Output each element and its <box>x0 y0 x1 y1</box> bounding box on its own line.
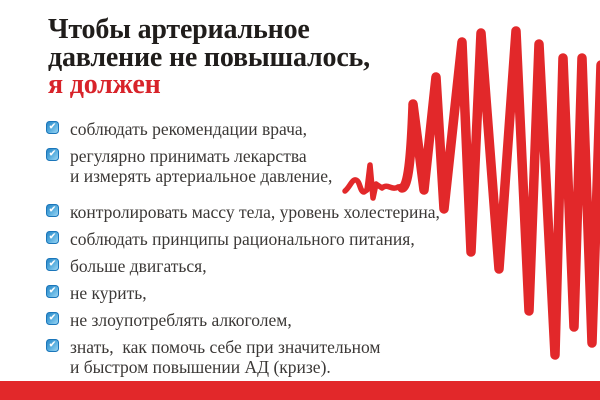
checklist-item-text: не курить, <box>70 283 147 303</box>
checklist-item-text: контролировать массу тела, уровень холес… <box>70 202 440 222</box>
checkmark-icon: ✔ <box>48 313 57 323</box>
checkmark-icon: ✔ <box>48 259 57 269</box>
title-line-2: давление не повышалось, <box>48 41 370 73</box>
checklist-item-line: и быстром повышении АД (кризе). <box>70 357 331 377</box>
checklist-item-line: знать, как помочь себе при значительном <box>70 337 381 357</box>
checklist-item: ✔ контролировать массу тела, уровень хол… <box>46 202 466 222</box>
checkmark-icon: ✔ <box>48 122 57 132</box>
checklist: ✔ соблюдать рекомендации врача, ✔ регуля… <box>46 119 466 384</box>
checkbox-checked-icon: ✔ <box>46 339 59 352</box>
checkbox-checked-icon: ✔ <box>46 285 59 298</box>
checkbox-checked-icon: ✔ <box>46 258 59 271</box>
bottom-red-bar <box>0 381 600 400</box>
checkmark-icon: ✔ <box>48 286 57 296</box>
checklist-item-line: и измерять артериальное давление, <box>70 166 333 186</box>
checklist-item: ✔ соблюдать принципы рационального питан… <box>46 229 466 249</box>
poster-title: Чтобы артериальное давление не повышалос… <box>48 16 370 99</box>
title-line-highlight: я должен <box>48 69 161 100</box>
checklist-item: ✔ не злоупотреблять алкоголем, <box>46 310 466 330</box>
checklist-item-text: знать, как помочь себе при значительном и… <box>70 337 380 377</box>
checkmark-icon: ✔ <box>48 232 57 242</box>
checkbox-checked-icon: ✔ <box>46 312 59 325</box>
checklist-item-line: не курить, <box>70 283 147 303</box>
checklist-item: ✔ знать, как помочь себе при значительно… <box>46 337 466 377</box>
checklist-item-text: соблюдать принципы рационального питания… <box>70 229 415 249</box>
checklist-item: ✔ не курить, <box>46 283 466 303</box>
checklist-item-line: соблюдать принципы рационального питания… <box>70 229 415 249</box>
checklist-item-line: не злоупотреблять алкоголем, <box>70 310 292 330</box>
checkmark-icon: ✔ <box>48 205 57 215</box>
checklist-item-text: больше двигаться, <box>70 256 207 276</box>
checkmark-icon: ✔ <box>48 340 57 350</box>
checklist-item: ✔ больше двигаться, <box>46 256 466 276</box>
checklist-item-line: больше двигаться, <box>70 256 207 276</box>
checklist-item-line: контролировать массу тела, уровень холес… <box>70 202 440 222</box>
title-line-1: Чтобы артериальное <box>48 14 310 45</box>
checklist-item: ✔ соблюдать рекомендации врача, <box>46 119 466 139</box>
checklist-item-text: регулярно принимать лекарства и измерять … <box>70 146 332 186</box>
checkbox-checked-icon: ✔ <box>46 148 59 161</box>
checklist-item-line: соблюдать рекомендации врача, <box>70 119 308 139</box>
checkbox-checked-icon: ✔ <box>46 204 59 217</box>
checklist-item-text: соблюдать рекомендации врача, <box>70 119 307 139</box>
checklist-item-line: регулярно принимать лекарства <box>70 146 307 166</box>
checkmark-icon: ✔ <box>48 149 57 159</box>
checkbox-checked-icon: ✔ <box>46 231 59 244</box>
checklist-item-text: не злоупотреблять алкоголем, <box>70 310 292 330</box>
checkbox-checked-icon: ✔ <box>46 121 59 134</box>
checklist-item: ✔ регулярно принимать лекарства и измерят… <box>46 146 466 186</box>
